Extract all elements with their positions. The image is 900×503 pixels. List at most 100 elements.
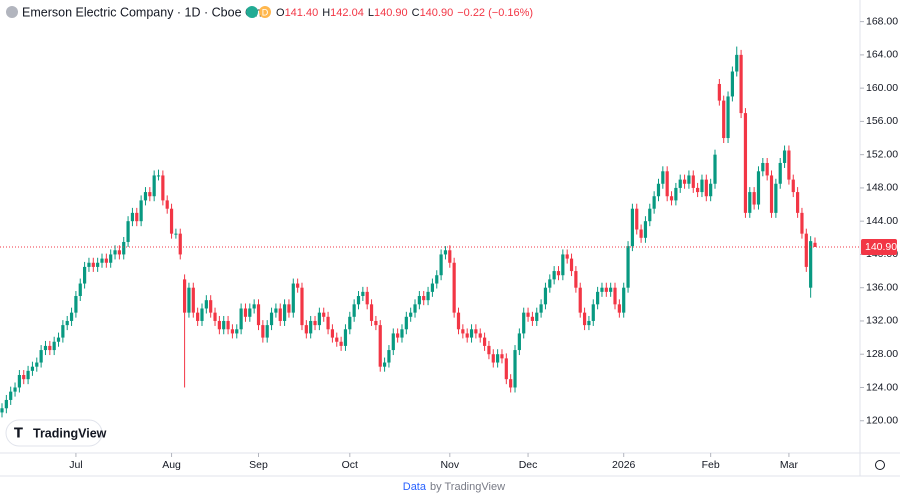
candle-body xyxy=(413,304,417,313)
candle-body xyxy=(465,333,469,338)
candle-body xyxy=(122,241,126,255)
candle-body xyxy=(339,341,343,346)
candle-body xyxy=(130,212,135,222)
badge: D xyxy=(262,7,269,17)
candle-body xyxy=(52,341,56,351)
candle-body xyxy=(91,262,95,267)
candle-body xyxy=(587,320,591,326)
candle-body xyxy=(652,196,656,209)
candle-body xyxy=(282,304,287,321)
candle-body xyxy=(813,242,817,247)
candle-body xyxy=(678,179,682,188)
status-dot xyxy=(246,6,258,18)
last-price-label: 140.90 xyxy=(865,241,897,253)
candle-body xyxy=(182,279,187,313)
candle-body xyxy=(791,179,795,193)
candle-body xyxy=(109,254,113,263)
candle-body xyxy=(517,333,521,351)
candle-body xyxy=(382,362,387,367)
candle-body xyxy=(148,192,152,197)
candle-body xyxy=(452,262,456,313)
x-tick-label: Feb xyxy=(702,459,720,471)
candle-body xyxy=(626,246,630,288)
candle-body xyxy=(235,329,239,334)
candle-body xyxy=(535,312,539,321)
candle-body xyxy=(639,229,643,238)
candle-body xyxy=(478,333,482,338)
candle-body xyxy=(765,162,769,176)
candle-body xyxy=(713,154,717,184)
candle-body xyxy=(696,187,700,193)
candle-body xyxy=(361,291,365,297)
y-tick-label: 148.00 xyxy=(866,182,898,194)
candle-body xyxy=(717,83,721,101)
candle-body xyxy=(622,287,626,313)
candle-body xyxy=(752,192,756,205)
candle-body xyxy=(404,316,408,330)
candle-body xyxy=(269,312,274,326)
logo[interactable]: 𝗧 TradingView xyxy=(5,419,107,447)
footer-source[interactable]: Data xyxy=(403,481,427,493)
candle-body xyxy=(448,250,452,263)
x-tick-label: Aug xyxy=(162,459,181,471)
candle-body xyxy=(178,233,182,255)
candle-body xyxy=(574,271,578,288)
candle-body xyxy=(513,350,517,388)
last-price-tag xyxy=(861,238,897,255)
ohlc-label: H xyxy=(322,7,330,19)
candle-body xyxy=(391,333,395,351)
candle-body xyxy=(726,96,730,139)
candle-body xyxy=(674,187,678,201)
candle-body xyxy=(704,179,708,197)
candle-body xyxy=(522,312,526,334)
candle-body xyxy=(56,337,61,342)
candle-body xyxy=(113,250,117,255)
candle-body xyxy=(335,337,339,342)
candle-body xyxy=(217,320,221,330)
candle-body xyxy=(78,283,82,297)
candle-body xyxy=(378,325,382,367)
candle-body xyxy=(782,150,787,163)
ohlc-label: O xyxy=(276,7,285,19)
candle-body xyxy=(665,171,669,197)
candle-body xyxy=(83,266,87,284)
candle-body xyxy=(100,258,104,263)
header: Emerson Electric Company · 1D · Cboe One… xyxy=(6,5,533,19)
candle-body xyxy=(22,375,26,380)
candle-body xyxy=(187,287,191,313)
candle-body xyxy=(356,296,361,305)
candle-body xyxy=(469,329,474,338)
candle-body xyxy=(243,308,248,317)
ohlc-value: 142.04 xyxy=(330,7,364,19)
logo-mark: 𝗧 xyxy=(14,425,23,440)
y-tick-label: 132.00 xyxy=(866,315,898,327)
candle-body xyxy=(9,391,13,400)
candle-body xyxy=(369,304,374,321)
candle-body xyxy=(165,200,169,209)
y-tick-label: 144.00 xyxy=(866,215,898,227)
settings-icon[interactable] xyxy=(875,460,885,470)
candle-body xyxy=(400,329,404,338)
candle-body xyxy=(509,379,513,388)
candle-body xyxy=(730,71,734,97)
candle-body xyxy=(161,175,165,201)
candle-body xyxy=(722,100,726,139)
candle-body xyxy=(643,221,648,238)
candle-body xyxy=(139,200,143,222)
candle-body xyxy=(117,250,121,255)
candle-body xyxy=(661,171,665,184)
candle-body xyxy=(435,275,439,284)
candle-body xyxy=(500,354,504,359)
x-tick-label: Sep xyxy=(249,459,268,471)
candle-body xyxy=(374,320,378,326)
candle-body xyxy=(61,325,65,338)
candle-body xyxy=(0,408,4,413)
candle-body xyxy=(317,312,321,326)
candle-body xyxy=(778,162,782,184)
candle-body xyxy=(204,300,208,309)
candle-body xyxy=(126,221,130,242)
candle-body xyxy=(30,366,35,371)
candle-body xyxy=(104,258,108,263)
candle-body xyxy=(13,387,17,392)
badge-circle xyxy=(259,6,271,18)
